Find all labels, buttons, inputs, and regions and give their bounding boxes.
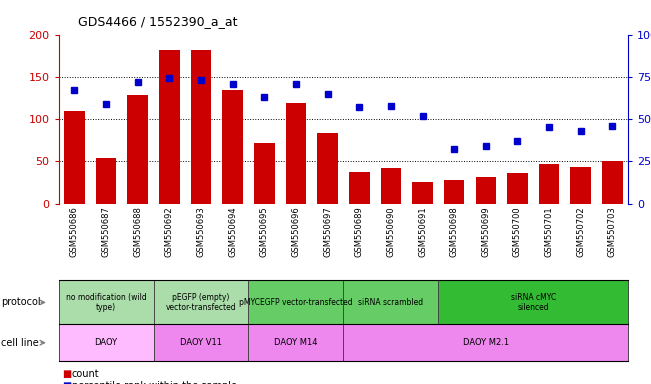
Bar <box>602 161 622 204</box>
Bar <box>317 133 338 204</box>
Bar <box>444 180 464 204</box>
Bar <box>286 103 306 204</box>
Text: DAOY M2.1: DAOY M2.1 <box>463 338 509 347</box>
Bar <box>254 143 275 204</box>
Text: pEGFP (empty)
vector-transfected: pEGFP (empty) vector-transfected <box>166 293 236 312</box>
Bar <box>64 111 85 204</box>
Text: siRNA scrambled: siRNA scrambled <box>358 298 423 307</box>
Text: DAOY: DAOY <box>94 338 118 347</box>
Text: no modification (wild
type): no modification (wild type) <box>66 293 146 312</box>
Bar <box>475 177 496 204</box>
Bar <box>381 168 401 204</box>
Bar <box>191 50 212 204</box>
Bar <box>412 182 433 204</box>
Text: cell line: cell line <box>1 338 38 348</box>
Bar <box>128 95 148 204</box>
Bar <box>570 167 591 204</box>
Text: GDS4466 / 1552390_a_at: GDS4466 / 1552390_a_at <box>78 15 238 28</box>
Bar <box>507 173 528 204</box>
Bar <box>159 50 180 204</box>
Text: ■: ■ <box>62 381 71 384</box>
Bar <box>223 90 243 204</box>
Bar <box>539 164 559 204</box>
Text: siRNA cMYC
silenced: siRNA cMYC silenced <box>510 293 556 312</box>
Text: DAOY V11: DAOY V11 <box>180 338 222 347</box>
Text: pMYCEGFP vector-transfected: pMYCEGFP vector-transfected <box>239 298 353 307</box>
Text: percentile rank within the sample: percentile rank within the sample <box>72 381 236 384</box>
Bar <box>349 172 370 204</box>
Bar <box>96 158 117 204</box>
Text: protocol: protocol <box>1 297 40 308</box>
Text: count: count <box>72 369 99 379</box>
Text: ■: ■ <box>62 369 71 379</box>
Text: DAOY M14: DAOY M14 <box>274 338 318 347</box>
